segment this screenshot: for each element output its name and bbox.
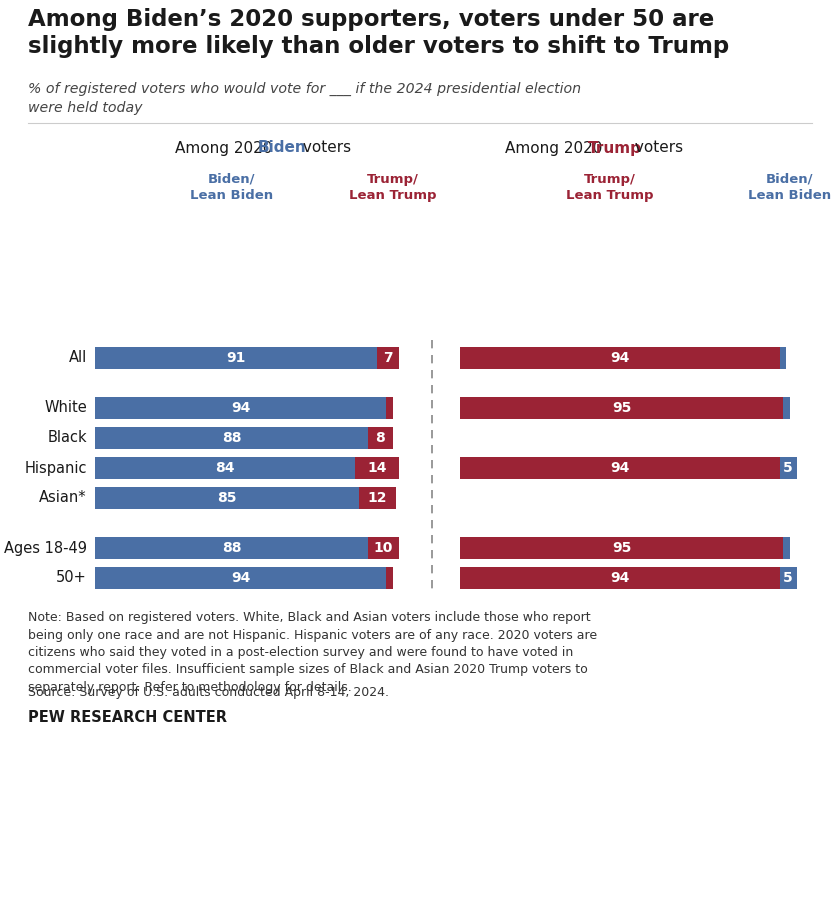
Text: 8: 8 <box>375 431 385 445</box>
Bar <box>783 397 790 419</box>
Text: 5: 5 <box>783 461 793 475</box>
Text: 95: 95 <box>612 401 631 415</box>
Text: Among 2020: Among 2020 <box>505 140 607 155</box>
Text: All: All <box>69 351 87 365</box>
Bar <box>359 487 396 509</box>
Text: Biden/
Lean Biden: Biden/ Lean Biden <box>748 173 832 202</box>
Text: 94: 94 <box>231 401 250 415</box>
Text: 14: 14 <box>367 461 387 475</box>
Bar <box>95 457 355 479</box>
Bar <box>460 347 780 369</box>
Bar <box>460 567 780 589</box>
Text: 85: 85 <box>217 491 237 505</box>
Bar <box>95 427 368 449</box>
Text: 94: 94 <box>610 351 629 365</box>
Text: 7: 7 <box>383 351 393 365</box>
Text: Among 2020: Among 2020 <box>175 140 277 155</box>
Text: Among Biden’s 2020 supporters, voters under 50 are
slightly more likely than old: Among Biden’s 2020 supporters, voters un… <box>28 8 729 58</box>
Bar <box>386 397 392 419</box>
Text: Trump/
Lean Trump: Trump/ Lean Trump <box>349 173 436 202</box>
Bar <box>95 537 368 559</box>
Text: Source: Survey of U.S. adults conducted April 8-14, 2024.: Source: Survey of U.S. adults conducted … <box>28 686 389 699</box>
Bar <box>95 347 377 369</box>
Text: 12: 12 <box>367 491 387 505</box>
Text: 10: 10 <box>374 541 393 555</box>
Text: Note: Based on registered voters. White, Black and Asian voters include those wh: Note: Based on registered voters. White,… <box>28 611 597 694</box>
Bar <box>355 457 399 479</box>
Text: 94: 94 <box>610 571 629 585</box>
Text: Trump: Trump <box>588 140 642 155</box>
Bar <box>377 347 399 369</box>
Text: Hispanic: Hispanic <box>24 461 87 476</box>
Text: Trump/
Lean Trump: Trump/ Lean Trump <box>566 173 654 202</box>
Text: White: White <box>45 400 87 416</box>
Bar <box>460 537 783 559</box>
Text: Black: Black <box>47 431 87 445</box>
Bar <box>95 487 359 509</box>
Text: 50+: 50+ <box>56 570 87 586</box>
Bar <box>780 567 796 589</box>
Bar <box>780 457 796 479</box>
Bar <box>368 537 399 559</box>
Text: voters: voters <box>298 140 351 155</box>
Text: 91: 91 <box>226 351 246 365</box>
Text: % of registered voters who would vote for ___ if the 2024 presidential election
: % of registered voters who would vote fo… <box>28 82 581 115</box>
Bar <box>460 397 783 419</box>
Text: 88: 88 <box>222 541 241 555</box>
Bar <box>368 427 392 449</box>
Text: 88: 88 <box>222 431 241 445</box>
Text: 95: 95 <box>612 541 631 555</box>
Text: Biden: Biden <box>258 140 307 155</box>
Text: 94: 94 <box>610 461 629 475</box>
Text: 5: 5 <box>783 571 793 585</box>
Bar <box>783 537 790 559</box>
Text: 84: 84 <box>215 461 235 475</box>
Text: Ages 18-49: Ages 18-49 <box>4 541 87 555</box>
Bar <box>780 347 786 369</box>
Text: Biden/
Lean Biden: Biden/ Lean Biden <box>190 173 273 202</box>
Bar <box>95 567 386 589</box>
Bar <box>95 397 386 419</box>
Text: voters: voters <box>630 140 683 155</box>
Text: PEW RESEARCH CENTER: PEW RESEARCH CENTER <box>28 710 227 725</box>
Bar <box>386 567 392 589</box>
Text: Asian*: Asian* <box>39 490 87 506</box>
Bar <box>460 457 780 479</box>
Text: 94: 94 <box>231 571 250 585</box>
